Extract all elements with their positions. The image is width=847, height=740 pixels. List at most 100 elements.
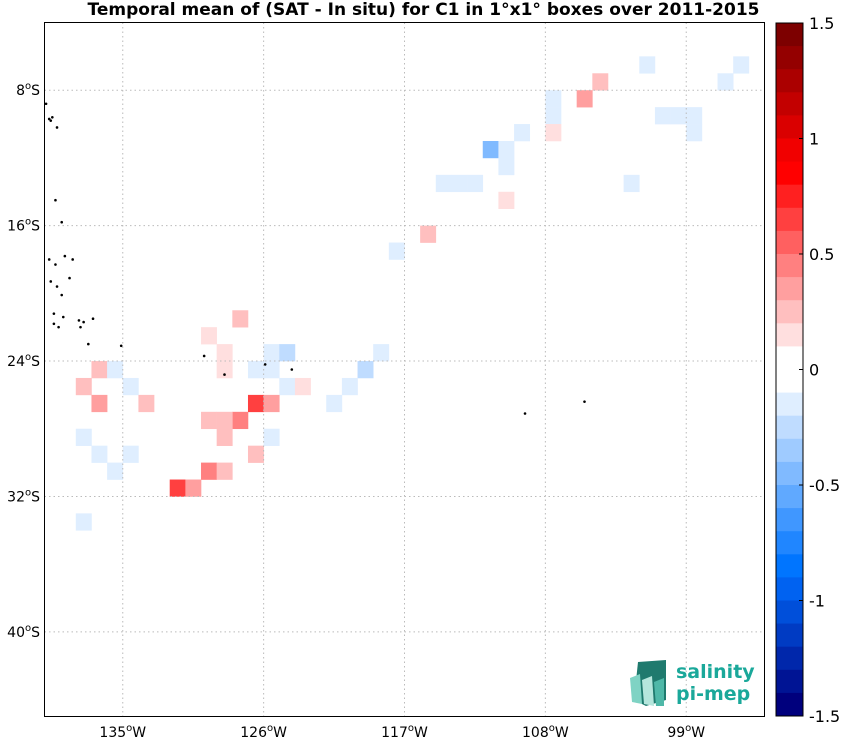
island	[202, 354, 206, 358]
gridlines	[44, 22, 765, 717]
lon-tick-label: 126oW	[240, 723, 287, 740]
data-cell	[122, 377, 139, 396]
colorbar-bin	[776, 254, 803, 278]
logo-wave-mid-icon	[654, 678, 664, 706]
island	[57, 325, 60, 329]
island	[54, 198, 57, 202]
data-cell	[201, 327, 217, 345]
colorbar-bin	[776, 346, 803, 370]
data-cell	[247, 445, 264, 463]
data-cell	[232, 411, 249, 430]
data-cell	[326, 394, 343, 413]
colorbar-bin	[776, 323, 803, 347]
islands-layer	[44, 102, 586, 415]
colorbar-tick-label: -1	[809, 592, 825, 611]
island	[290, 368, 294, 371]
lon-axis-labels: 135oW 126oW 117oW 108oW 99oW	[99, 723, 705, 740]
island	[60, 220, 64, 224]
data-cell	[545, 90, 562, 108]
island	[583, 400, 586, 403]
data-cell	[75, 377, 92, 396]
data-cell	[686, 107, 703, 125]
lon-tick-label: 99oW	[667, 723, 705, 740]
data-cell	[717, 73, 734, 91]
colorbar-bin	[776, 531, 803, 555]
logo-line-1: salinity	[676, 661, 755, 683]
colorbar-bin	[776, 508, 803, 532]
data-cell	[75, 513, 92, 531]
island	[87, 342, 90, 346]
data-cell	[122, 445, 139, 463]
data-cell	[247, 361, 264, 379]
colorbar-bin	[776, 623, 803, 648]
colorbar-bin	[776, 230, 803, 255]
lat-axis-labels: 8oS 16oS 24oS 32oS 40oS	[7, 81, 40, 641]
data-cell	[654, 107, 671, 125]
logo-wave-light-icon	[630, 674, 642, 704]
lon-tick-label: 117oW	[381, 723, 428, 740]
island	[223, 373, 226, 376]
colorbar-bin	[776, 669, 803, 694]
data-cell	[216, 344, 233, 362]
data-cell	[75, 428, 92, 446]
colorbar-bin	[776, 115, 803, 139]
data-cell	[294, 377, 311, 396]
data-cell	[91, 361, 108, 379]
data-cell	[263, 344, 280, 362]
data-cell	[279, 344, 296, 362]
colorbar-tick-label: -1.5	[809, 707, 840, 726]
data-cell	[201, 411, 217, 430]
data-cell	[639, 56, 656, 74]
island	[49, 280, 53, 283]
island	[44, 102, 48, 106]
lon-tick-label: 135oW	[99, 723, 146, 740]
data-cell	[514, 124, 531, 142]
island	[523, 412, 527, 415]
colorbar-bin	[776, 577, 803, 601]
data-cell	[341, 377, 358, 396]
data-cell	[216, 411, 233, 430]
colorbar-bin	[776, 277, 803, 301]
data-cell	[247, 394, 264, 413]
colorbar-bin	[776, 485, 803, 509]
data-cell	[169, 479, 186, 497]
colorbar-bin	[776, 46, 803, 70]
data-cell	[232, 310, 249, 328]
colorbar-tick-label: 0.5	[809, 245, 834, 264]
colorbar-bin	[776, 207, 803, 232]
data-cell	[263, 394, 280, 413]
colorbar-tick-label: -0.5	[809, 476, 840, 495]
island	[55, 285, 59, 288]
data-cell	[216, 462, 233, 480]
data-cell	[420, 225, 437, 243]
data-cell	[91, 394, 108, 413]
colorbar: 1.5 1 0.5 0 -0.5 -1 -1.5	[775, 14, 840, 726]
data-cell	[733, 56, 750, 74]
colorbar-tick-label: 1.5	[809, 14, 834, 33]
lat-tick-label: 8oS	[16, 81, 40, 99]
island	[63, 254, 67, 258]
data-cell	[545, 124, 562, 142]
data-cell	[623, 174, 640, 193]
colorbar-bin	[776, 184, 803, 209]
data-cell	[216, 361, 233, 379]
data-cell	[670, 107, 687, 125]
logo-line-2: pi-mep	[676, 683, 750, 705]
data-cell	[435, 174, 452, 193]
data-cell	[279, 377, 296, 396]
island	[77, 319, 81, 322]
data-cell	[482, 140, 499, 159]
cells-layer	[75, 56, 750, 531]
data-cell	[91, 445, 108, 463]
colorbar-bin	[776, 300, 803, 324]
data-cell	[201, 462, 217, 480]
lat-tick-label: 16oS	[7, 217, 40, 235]
colorbar-bin	[776, 600, 803, 624]
data-cell	[686, 124, 703, 142]
data-cell	[451, 174, 468, 193]
data-cell	[498, 191, 515, 209]
data-cell	[373, 344, 390, 362]
data-cell	[107, 462, 124, 480]
colorbar-bin	[776, 692, 803, 717]
